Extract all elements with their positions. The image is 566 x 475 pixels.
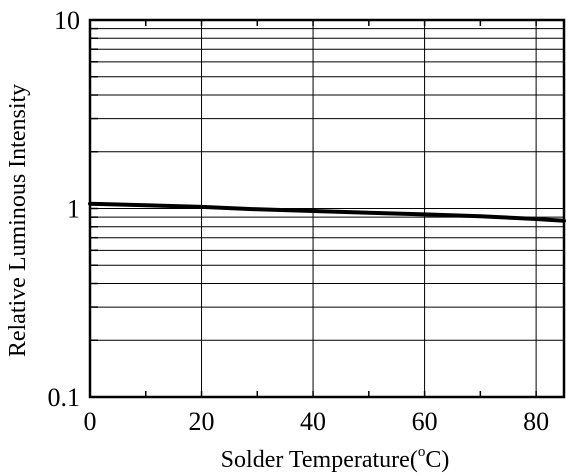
x-axis-label-degree: o bbox=[418, 444, 426, 460]
x-axis-label-unit: C) bbox=[425, 447, 449, 473]
series-line bbox=[88, 201, 566, 223]
x-tick-label: 0 bbox=[84, 407, 97, 436]
x-tick-label: 20 bbox=[189, 407, 215, 436]
x-tick-label: 80 bbox=[523, 407, 549, 436]
y-tick-label: 0.1 bbox=[48, 383, 81, 412]
y-tick-label: 1 bbox=[67, 195, 80, 224]
x-tick-label: 40 bbox=[300, 407, 326, 436]
x-axis-label-text: Solder Temperature( bbox=[221, 447, 418, 473]
tick-label-layer: 0 20 40 60 80 0.1 1 10 bbox=[48, 6, 550, 436]
grid-layer bbox=[90, 20, 564, 397]
x-axis-label: Solder Temperature(oC) bbox=[221, 444, 450, 473]
x-tick-label: 60 bbox=[412, 407, 438, 436]
series-layer bbox=[88, 201, 566, 223]
plot-frame bbox=[88, 18, 566, 399]
y-tick-label: 10 bbox=[54, 6, 80, 35]
y-axis-label: Relative Luminous Intensity bbox=[5, 84, 31, 357]
